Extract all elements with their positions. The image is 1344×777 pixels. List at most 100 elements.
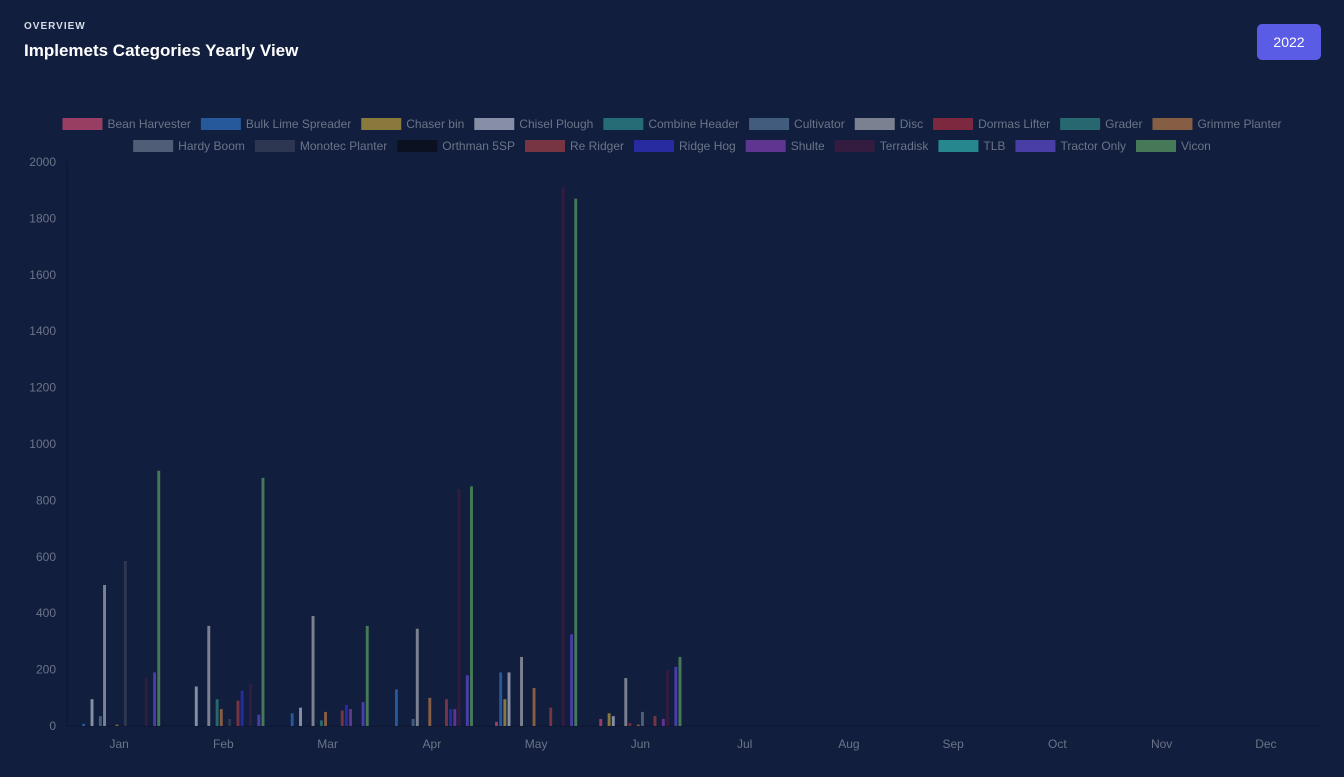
bar[interactable] (257, 714, 261, 726)
bar[interactable] (653, 716, 657, 726)
legend-item[interactable]: Bulk Lime Spreader (200, 117, 351, 131)
bar[interactable] (299, 707, 302, 726)
x-tick-label: Sep (942, 737, 964, 751)
legend-item[interactable]: Ridge Hog (634, 139, 736, 153)
bar[interactable] (207, 625, 211, 726)
bar[interactable] (240, 690, 244, 726)
legend-item[interactable]: Vicon (1136, 139, 1211, 153)
legend-swatch (361, 118, 402, 130)
legend-item[interactable]: Bean Harvester (62, 117, 191, 131)
bar[interactable] (628, 723, 632, 726)
bar[interactable] (611, 716, 615, 726)
bar[interactable] (570, 634, 574, 726)
bar[interactable] (219, 709, 223, 726)
bar[interactable] (561, 187, 565, 726)
legend-label: Hardy Boom (178, 139, 245, 153)
bar[interactable] (465, 675, 469, 726)
legend-swatch (854, 118, 895, 130)
bar[interactable] (215, 699, 219, 726)
bar[interactable] (641, 711, 644, 726)
bar[interactable] (236, 700, 240, 726)
legend-item[interactable]: Chaser bin (361, 117, 464, 131)
bar[interactable] (394, 689, 398, 726)
bar[interactable] (228, 718, 232, 726)
bar[interactable] (453, 709, 457, 726)
bar[interactable] (344, 704, 348, 726)
x-axis: Jan Feb Mar Apr May Jun Jul Aug Sep Oct Nov Dec (67, 725, 1318, 751)
bar[interactable] (349, 709, 353, 726)
x-tick-label: May (525, 737, 548, 751)
legend-label: Orthman 5SP (442, 139, 515, 153)
bar[interactable] (98, 716, 102, 726)
bar[interactable] (574, 198, 578, 726)
chart-title: Implemets Categories Yearly View (24, 41, 299, 60)
bar[interactable] (532, 687, 536, 726)
bar[interactable] (495, 721, 498, 726)
bar[interactable] (340, 710, 344, 726)
legend-item[interactable]: Hardy Boom (133, 139, 245, 153)
legend-item[interactable]: Disc (854, 117, 923, 131)
bar[interactable] (157, 470, 161, 726)
bar[interactable] (411, 718, 415, 726)
bar[interactable] (549, 707, 553, 726)
bar[interactable] (599, 718, 603, 726)
legend-item[interactable]: Orthman 5SP (397, 139, 515, 153)
bar[interactable] (311, 616, 315, 726)
legend-swatch (1152, 118, 1193, 130)
legend-item[interactable]: Tractor Only (1015, 139, 1126, 153)
legend-swatch (634, 140, 674, 152)
bar[interactable] (449, 709, 453, 726)
bar[interactable] (415, 628, 419, 726)
bar[interactable] (674, 666, 678, 726)
legend-item[interactable]: Combine Header (603, 117, 739, 131)
legend-swatch (1015, 140, 1056, 152)
bar[interactable] (249, 683, 252, 726)
legend-item[interactable]: Cultivator (749, 117, 845, 131)
bar[interactable] (520, 656, 523, 726)
year-selector-button[interactable]: 2022 (1257, 24, 1321, 60)
bar[interactable] (678, 656, 682, 726)
bar[interactable] (636, 724, 640, 726)
legend-swatch (834, 140, 875, 152)
legend-item[interactable]: Monotec Planter (254, 139, 387, 153)
legend-label: Tractor Only (1060, 139, 1126, 153)
bar[interactable] (194, 686, 198, 726)
bar[interactable] (115, 724, 119, 726)
bar[interactable] (144, 678, 148, 726)
legend-item[interactable]: Re Ridger (524, 139, 624, 153)
bar[interactable] (624, 678, 628, 726)
bar[interactable] (365, 625, 369, 726)
bar[interactable] (290, 713, 294, 726)
bar[interactable] (470, 486, 473, 726)
bar[interactable] (261, 477, 265, 726)
bar[interactable] (661, 718, 665, 726)
bar[interactable] (123, 561, 127, 726)
bar[interactable] (324, 711, 327, 726)
bar[interactable] (445, 699, 448, 726)
bar[interactable] (153, 672, 157, 726)
bar[interactable] (499, 672, 503, 726)
legend-label: Terradisk (880, 139, 930, 153)
legend-swatch (200, 118, 241, 130)
legend-item[interactable]: Dormas Lifter (933, 117, 1050, 131)
bar[interactable] (361, 702, 365, 726)
bar[interactable] (82, 723, 86, 726)
legend-item[interactable]: Chisel Plough (474, 117, 593, 131)
legend-item[interactable]: Terradisk (834, 139, 930, 153)
legend-item[interactable]: Grader (1060, 117, 1142, 131)
bar[interactable] (666, 669, 669, 726)
overline-label: OVERVIEW (24, 21, 86, 32)
legend-swatch (133, 140, 174, 152)
legend-item[interactable]: Shulte (745, 139, 825, 153)
bar[interactable] (607, 713, 611, 726)
bar[interactable] (457, 489, 461, 726)
bar[interactable] (503, 699, 507, 726)
bar[interactable] (428, 697, 432, 726)
bar[interactable] (103, 585, 106, 726)
legend: Bean Harvester Bulk Lime Spreader Chaser b… (62, 117, 1282, 153)
bar[interactable] (90, 699, 94, 726)
bar[interactable] (507, 672, 511, 726)
bar[interactable] (319, 720, 323, 726)
legend-item[interactable]: Grimme Planter (1152, 117, 1282, 131)
legend-item[interactable]: TLB (938, 139, 1005, 153)
